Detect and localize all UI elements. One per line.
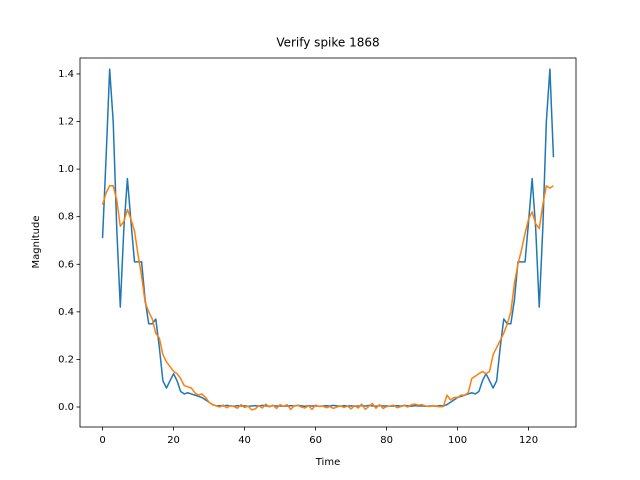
- x-tick-label: 40: [238, 435, 251, 446]
- x-axis-label: Time: [315, 457, 340, 468]
- x-tick-label: 120: [519, 435, 538, 446]
- y-tick-label: 0.0: [58, 402, 74, 413]
- axes-frame: [79, 57, 577, 428]
- y-tick-label: 0.2: [58, 354, 74, 365]
- y-axis-label: Magnitude: [31, 216, 42, 269]
- y-tick-label: 1.4: [58, 69, 74, 80]
- x-tick-label: 80: [380, 435, 393, 446]
- chart-title: Verify spike 1868: [276, 36, 379, 50]
- y-tick-label: 0.6: [58, 259, 74, 270]
- y-tick-label: 1.0: [58, 164, 74, 175]
- x-tick-label: 0: [99, 435, 105, 446]
- x-tick-label: 60: [309, 435, 322, 446]
- x-tick-label: 100: [448, 435, 467, 446]
- x-tick-label: 20: [167, 435, 180, 446]
- y-tick-label: 0.4: [58, 307, 74, 318]
- y-tick-label: 1.2: [58, 117, 74, 128]
- y-tick-label: 0.8: [58, 212, 74, 223]
- data-line: [101, 185, 554, 411]
- data-line: [101, 68, 555, 408]
